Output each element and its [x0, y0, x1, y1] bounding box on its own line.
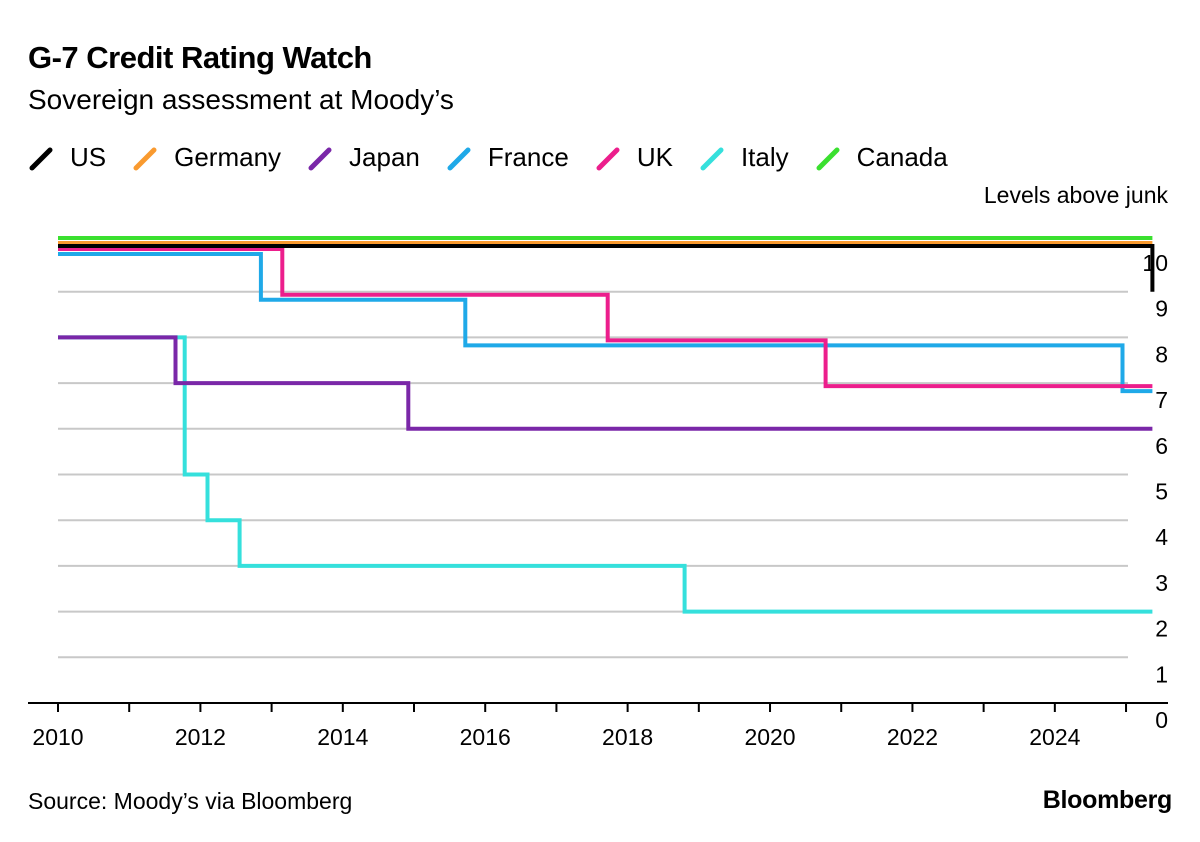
y-tick-label-2: 2	[1155, 616, 1168, 642]
x-tick-label-2024: 2024	[1029, 724, 1080, 750]
y-tick-label-7: 7	[1155, 387, 1168, 413]
x-tick-label-2022: 2022	[887, 724, 938, 750]
legend-item-italy: Italy	[699, 142, 789, 173]
series-line-us	[58, 244, 1155, 292]
legend-label: Germany	[174, 142, 282, 172]
legend-item-us: US	[28, 142, 106, 173]
gridlines	[58, 245, 1128, 659]
bloomberg-logo: Bloomberg	[1042, 786, 1173, 814]
y-tick-label-3: 3	[1155, 570, 1168, 596]
series-line-uk	[58, 247, 1153, 389]
y-tick-label-4: 4	[1155, 524, 1168, 550]
x-tick-label-2014: 2014	[317, 724, 368, 750]
legend-item-canada: Canada	[815, 142, 948, 173]
x-tick-label-2010: 2010	[32, 724, 83, 750]
legend-label: Italy	[740, 142, 789, 172]
y-tick-label-10: 10	[1142, 250, 1168, 276]
y-tick-label-0: 0	[1155, 707, 1168, 733]
source-note: Source: Moody’s via Bloomberg	[28, 788, 353, 814]
series-group	[58, 236, 1155, 614]
x-tick-label-2016: 2016	[460, 724, 511, 750]
legend-label: Canada	[856, 142, 948, 172]
legend-label: UK	[636, 142, 673, 172]
legend-swatch-japan	[308, 147, 332, 170]
x-tick-label-2018: 2018	[602, 724, 653, 750]
y-tick-label-5: 5	[1155, 479, 1168, 505]
chart-subtitle: Sovereign assessment at Moody’s	[28, 84, 454, 115]
legend-item-germany: Germany	[132, 142, 281, 173]
legend-swatch-france	[447, 147, 471, 170]
y-tick-label-6: 6	[1155, 433, 1168, 459]
x-tick-label-2020: 2020	[744, 724, 795, 750]
legend: US Germany Japan France UK Italy Canada	[28, 142, 974, 173]
chart-title: G-7 Credit Rating Watch	[28, 40, 372, 75]
series-line-france	[58, 252, 1153, 394]
legend-item-japan: Japan	[307, 142, 420, 173]
y-tick-label-1: 1	[1155, 661, 1168, 687]
legend-label: France	[487, 142, 569, 172]
legend-label: Japan	[349, 142, 420, 172]
series-line-japan	[58, 335, 1153, 431]
y-axis-label: Levels above junk	[984, 182, 1169, 208]
legend-swatch-canada	[816, 147, 840, 170]
x-tick-label-2012: 2012	[175, 724, 226, 750]
legend-swatch-uk	[596, 147, 620, 170]
legend-item-uk: UK	[595, 142, 673, 173]
legend-swatch-germany	[133, 147, 157, 170]
y-tick-label-8: 8	[1155, 341, 1168, 367]
legend-swatch-italy	[700, 147, 724, 170]
legend-label: US	[70, 142, 107, 172]
legend-swatch-us	[29, 147, 53, 170]
y-tick-label-9: 9	[1155, 296, 1168, 322]
legend-item-france: France	[446, 142, 569, 173]
series-line-italy	[58, 335, 1153, 614]
axes: 0 1 2 3 4 5 6 7 8 9 10 2010 2012 2014 2016 2018 2020 2022…	[28, 250, 1168, 750]
